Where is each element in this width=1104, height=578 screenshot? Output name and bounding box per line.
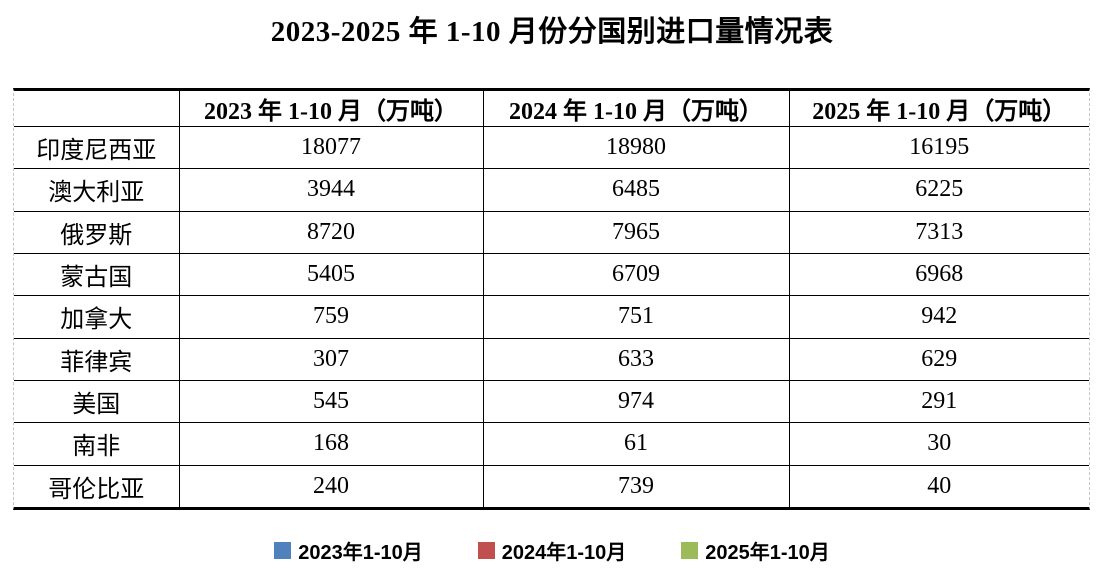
value-cell: 291: [788, 379, 1089, 424]
legend-label-2025: 2025年1-10月: [705, 542, 830, 564]
table-row-south-africa: 南非 168 61 30: [14, 422, 1089, 466]
row-label-cell: 加拿大: [14, 295, 180, 339]
value-cell: 751: [482, 295, 790, 339]
row-label-cell: 南非: [14, 422, 180, 466]
legend-label-2024: 2024年1-10月: [501, 542, 627, 564]
value-cell: 545: [178, 379, 484, 424]
table-row-philippines: 菲律宾 307 633 629: [14, 337, 1089, 381]
value-cell: 3944: [178, 168, 484, 212]
value-cell: 633: [482, 337, 790, 381]
row-label-cell: 蒙古国: [14, 252, 180, 297]
value-cell: 61: [482, 422, 790, 466]
value-cell: 7313: [788, 210, 1089, 254]
table-row-canada: 加拿大 759 751 942: [14, 295, 1089, 339]
value-cell: 6225: [788, 168, 1089, 212]
value-cell: 30: [788, 422, 1089, 466]
value-cell: 18077: [178, 125, 484, 170]
value-cell: 8720: [178, 210, 484, 254]
value-cell: 629: [788, 337, 1089, 381]
legend-item-2023: 2023年1-10月: [274, 536, 423, 565]
table-row-usa: 美国 545 974 291: [14, 379, 1089, 424]
legend-label-2023: 2023年1-10月: [298, 542, 423, 564]
row-label-cell: 哥伦比亚: [14, 464, 180, 507]
value-cell: 6968: [788, 252, 1089, 297]
chart-legend: 2023年1-10月 2024年1-10月 2025年1-10月: [0, 536, 1104, 565]
table-row-russia: 俄罗斯 8720 7965 7313: [14, 210, 1089, 254]
value-cell: 18980: [482, 125, 790, 170]
value-cell: 307: [178, 337, 484, 381]
table-row-australia: 澳大利亚 3944 6485 6225: [14, 168, 1089, 212]
legend-item-2025: 2025年1-10月: [681, 536, 830, 565]
header-row: 2023 年 1-10 月（万吨） 2024 年 1-10 月（万吨） 2025…: [14, 91, 1089, 127]
row-label-cell: 印度尼西亚: [14, 125, 180, 170]
value-cell: 7965: [482, 210, 790, 254]
value-cell: 5405: [178, 252, 484, 297]
page-title: 2023-2025 年 1-10 月份分国别进口量情况表: [270, 16, 834, 48]
import-table-container: 2023 年 1-10 月（万吨） 2024 年 1-10 月（万吨） 2025…: [13, 88, 1090, 510]
value-cell: 739: [482, 464, 790, 507]
header-cell-2025: 2025 年 1-10 月（万吨）: [788, 91, 1089, 127]
row-label-cell: 俄罗斯: [14, 210, 180, 254]
table-row-colombia: 哥伦比亚 240 739 40: [14, 464, 1089, 507]
header-cell-2023: 2023 年 1-10 月（万吨）: [178, 91, 484, 127]
legend-swatch-2023-icon: [274, 542, 292, 559]
header-cell-blank: [14, 91, 180, 127]
value-cell: 759: [178, 295, 484, 339]
row-label-cell: 澳大利亚: [14, 168, 180, 212]
value-cell: 942: [788, 295, 1089, 339]
row-label-cell: 菲律宾: [14, 337, 180, 381]
value-cell: 168: [178, 422, 484, 466]
row-label-cell: 美国: [14, 379, 180, 424]
table-row-indonesia: 印度尼西亚 18077 18980 16195: [14, 125, 1089, 170]
value-cell: 240: [178, 464, 484, 507]
import-table: 2023 年 1-10 月（万吨） 2024 年 1-10 月（万吨） 2025…: [14, 91, 1089, 507]
header-cell-2024: 2024 年 1-10 月（万吨）: [482, 91, 790, 127]
value-cell: 16195: [788, 125, 1089, 170]
table-row-mongolia: 蒙古国 5405 6709 6968: [14, 252, 1089, 297]
legend-swatch-2024-icon: [477, 542, 495, 559]
legend-swatch-2025-icon: [681, 542, 699, 559]
legend-item-2024: 2024年1-10月: [477, 536, 627, 565]
value-cell: 6709: [482, 252, 790, 297]
value-cell: 6485: [482, 168, 790, 212]
value-cell: 40: [788, 464, 1089, 507]
value-cell: 974: [482, 379, 790, 424]
